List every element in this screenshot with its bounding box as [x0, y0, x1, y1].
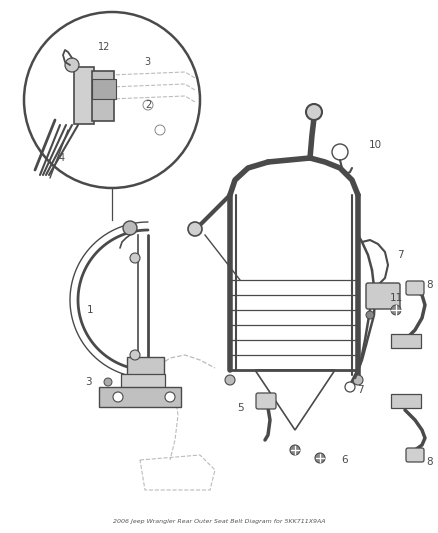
- Text: 10: 10: [368, 140, 381, 150]
- Text: 8: 8: [427, 457, 433, 467]
- FancyBboxPatch shape: [391, 334, 421, 348]
- FancyBboxPatch shape: [127, 357, 164, 381]
- Circle shape: [353, 375, 363, 385]
- Circle shape: [315, 453, 325, 463]
- Circle shape: [113, 392, 123, 402]
- Text: 5: 5: [237, 403, 244, 413]
- Circle shape: [24, 12, 200, 188]
- Text: 2006 Jeep Wrangler Rear Outer Seat Belt Diagram for 5KK711X9AA: 2006 Jeep Wrangler Rear Outer Seat Belt …: [113, 520, 325, 524]
- Circle shape: [104, 378, 112, 386]
- Circle shape: [123, 221, 137, 235]
- Circle shape: [391, 305, 401, 315]
- Text: 7: 7: [357, 385, 363, 395]
- Text: 7: 7: [397, 250, 403, 260]
- FancyBboxPatch shape: [92, 71, 114, 121]
- Text: 3: 3: [85, 377, 91, 387]
- Text: 12: 12: [98, 42, 110, 52]
- FancyBboxPatch shape: [406, 448, 424, 462]
- FancyBboxPatch shape: [99, 387, 181, 407]
- Circle shape: [130, 350, 140, 360]
- FancyBboxPatch shape: [256, 393, 276, 409]
- FancyBboxPatch shape: [92, 79, 116, 99]
- Circle shape: [165, 392, 175, 402]
- FancyBboxPatch shape: [406, 281, 424, 295]
- Circle shape: [225, 375, 235, 385]
- FancyBboxPatch shape: [366, 283, 400, 309]
- FancyBboxPatch shape: [391, 394, 421, 408]
- Text: 2: 2: [145, 100, 151, 110]
- Text: 6: 6: [342, 455, 348, 465]
- Circle shape: [65, 58, 79, 72]
- Text: 8: 8: [427, 280, 433, 290]
- Circle shape: [290, 445, 300, 455]
- Text: 11: 11: [389, 293, 403, 303]
- Circle shape: [188, 222, 202, 236]
- Text: 4: 4: [59, 153, 65, 163]
- Circle shape: [130, 253, 140, 263]
- FancyBboxPatch shape: [121, 374, 165, 391]
- Text: 1: 1: [87, 305, 93, 315]
- FancyBboxPatch shape: [74, 67, 94, 124]
- Circle shape: [366, 311, 374, 319]
- Text: 3: 3: [144, 57, 150, 67]
- Circle shape: [306, 104, 322, 120]
- Circle shape: [345, 382, 355, 392]
